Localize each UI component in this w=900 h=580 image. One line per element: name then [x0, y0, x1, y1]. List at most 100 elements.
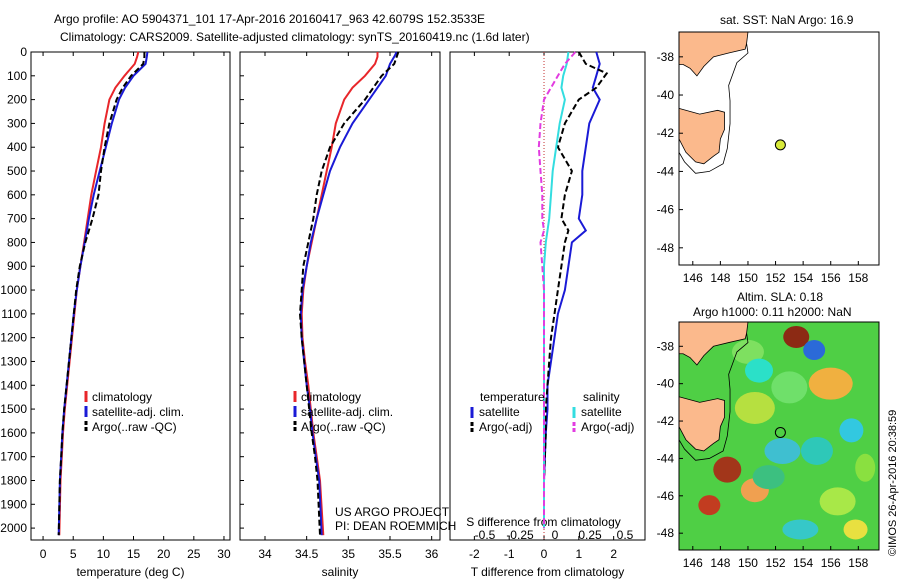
temperature-ytick-label: 0	[20, 45, 27, 59]
sst-map-lon-label: 146	[683, 271, 703, 285]
temperature-series-argorawqc-2	[57, 52, 146, 536]
temperature-ytick-label: 1000	[0, 283, 27, 297]
sla-map-sla-anomaly-patch	[731, 339, 764, 364]
legend-label-T: satellite	[479, 405, 520, 419]
legend-label-S: satellite	[581, 405, 622, 419]
S-tick-label: 0.5	[617, 528, 634, 542]
salinity-xtick-label: 35	[342, 547, 356, 561]
temperature-ytick-label: 100	[7, 69, 27, 83]
sst-map-lon-label: 156	[821, 271, 841, 285]
difference-xtick-label: -2	[469, 547, 480, 561]
header-line-2: Climatology: CARS2009. Satellite-adjuste…	[60, 30, 530, 44]
sla-map-lat-label: -42	[657, 414, 675, 428]
temperature-ytick-label: 1900	[0, 497, 27, 511]
sst-map-lon-label: 158	[848, 271, 868, 285]
temperature-ytick-label: 800	[7, 235, 27, 249]
sla-map-depth-contour	[678, 333, 749, 461]
salinity-xtick-label: 36	[425, 547, 439, 561]
sla-map-tasmania	[678, 396, 725, 452]
sla-map-sla-anomaly-patch	[752, 465, 785, 490]
difference-series-argoadj-3	[537, 51, 577, 529]
temperature-xtick-label: 10	[97, 547, 111, 561]
temperature-ytick-label: 1300	[0, 354, 27, 368]
temperature-xtick-label: 25	[187, 547, 201, 561]
sla-map-sla-anomaly-patch	[800, 436, 833, 465]
temperature-ytick-label: 900	[7, 259, 27, 273]
salinity-xtick-label: 34.5	[295, 547, 319, 561]
difference-axes-frame	[449, 51, 646, 541]
sst-map-depth-contour	[678, 43, 749, 174]
temperature-ytick-label: 1100	[1, 307, 27, 321]
legend-label-T: Argo(-adj)	[479, 420, 532, 434]
sla-map-title-1: Altim. SLA: 0.18	[737, 290, 824, 304]
sst-map-lat-label: -48	[657, 241, 675, 255]
temperature-series-climatology-0	[58, 51, 140, 536]
temperature-xtick-label: 5	[70, 547, 77, 561]
sla-map-sla-anomaly-patch	[855, 453, 876, 482]
salinity-axes-frame	[239, 51, 441, 541]
sla-map-sla-anomaly-patch	[734, 391, 775, 424]
temperature-legend-label: climatology	[92, 390, 152, 404]
salinity-legend-label: satellite-adj. clim.	[301, 405, 393, 419]
temperature-ytick-label: 600	[7, 188, 27, 202]
sla-map-sla-anomaly-patch	[843, 519, 868, 540]
sla-map-lat-label: -40	[657, 377, 675, 391]
temperature-ytick-label: 200	[7, 93, 27, 107]
sla-map-lon-label: 158	[848, 556, 868, 570]
sla-map-sla-anomaly-patch	[771, 371, 808, 404]
salinity-xtick-label: 34	[258, 547, 272, 561]
temperature-ytick-label: 1500	[0, 402, 27, 416]
difference-series-argoadj-1	[543, 51, 609, 529]
temperature-ytick-label: 1400	[0, 378, 27, 392]
S-tick-label: 0	[552, 528, 559, 542]
difference-series-satellite-0	[543, 51, 601, 529]
sst-map-mainland-australia	[678, 31, 749, 77]
sla-map-sla-anomaly-patch	[783, 325, 810, 348]
difference-xtick-label: 2	[610, 547, 617, 561]
temperature-ytick-label: 400	[7, 140, 27, 154]
sla-map-lat-label: -46	[657, 489, 675, 503]
sla-map-lat-label: -44	[657, 451, 675, 465]
sst-map-lat-label: -42	[657, 126, 675, 140]
sst-map-float-marker	[774, 139, 786, 151]
temperature-ytick-label: 2000	[0, 521, 27, 535]
sla-map-lon-label: 156	[821, 556, 841, 570]
sst-map-frame	[678, 31, 880, 266]
sst-map-lat-label: -40	[657, 88, 675, 102]
sla-map-sla-anomaly-patch	[808, 367, 853, 400]
sla-map-sla-anomaly-patch	[713, 456, 742, 483]
temperature-ytick-label: 1800	[0, 473, 27, 487]
sla-map-sla-anomaly-patch	[698, 495, 721, 516]
temperature-ytick-label: 1600	[0, 426, 27, 440]
sla-map-sla-anomaly-patch	[839, 418, 864, 443]
temperature-ytick-label: 500	[7, 164, 27, 178]
temperature-axes-frame	[30, 51, 231, 541]
sla-map-sla-anomaly-patch	[745, 358, 773, 383]
sst-map-lon-label: 148	[710, 271, 730, 285]
sla-map-lon-label: 154	[793, 556, 813, 570]
temperature-legend-label: satellite-adj. clim.	[92, 405, 184, 419]
project-annotation: US ARGO PROJECT	[335, 505, 450, 519]
salinity-xlabel: salinity	[322, 565, 359, 579]
temperature-legend-label: Argo(..raw -QC)	[92, 420, 177, 434]
legend-title-salinity: salinity	[583, 390, 620, 404]
difference-xlabel: T difference from climatology	[471, 565, 625, 579]
sla-map-mainland-australia	[678, 321, 749, 366]
sst-map-lat-label: -44	[657, 164, 675, 178]
sla-map-lon-label: 152	[766, 556, 786, 570]
difference-xtick-label: 0	[541, 547, 548, 561]
temperature-ytick-label: 1200	[0, 331, 27, 345]
sla-map-frame	[678, 321, 880, 551]
sla-map-sla-anomaly-patch	[764, 437, 801, 464]
sla-map-sla-anomaly-patch	[803, 340, 826, 361]
sst-map-lat-label: -38	[657, 50, 675, 64]
temperature-xtick-label: 20	[157, 547, 171, 561]
S-tick-label: -0.5	[475, 528, 496, 542]
imos-credit: ©IMOS 26-Apr-2016 20:38:59	[887, 409, 899, 556]
sla-map-sla-anomaly-patch	[782, 519, 819, 540]
salinity-series-argorawqc-2	[298, 51, 400, 536]
pi-annotation: PI: DEAN ROEMMICH	[335, 519, 456, 533]
sla-map-lon-label: 150	[738, 556, 758, 570]
temperature-ytick-label: 700	[7, 212, 27, 226]
